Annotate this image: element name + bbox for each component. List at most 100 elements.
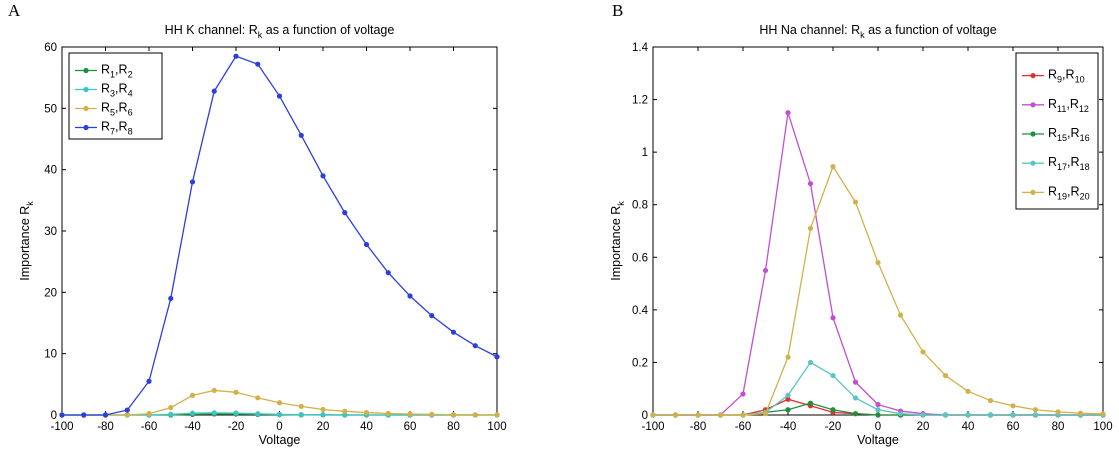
data-point	[785, 392, 791, 398]
data-point	[920, 349, 926, 355]
data-point	[385, 410, 391, 417]
y-tick-label: 20	[44, 287, 57, 299]
panel-label: A	[8, 1, 21, 20]
data-point	[320, 406, 326, 413]
panel-label: B	[612, 1, 623, 20]
data-point	[785, 354, 791, 360]
data-point	[168, 295, 174, 302]
data-point	[875, 412, 881, 418]
data-point	[920, 412, 926, 418]
data-point	[320, 173, 326, 179]
y-tick-label: 40	[44, 165, 57, 177]
x-tick-label: -40	[184, 421, 201, 433]
data-point	[211, 410, 217, 416]
chart-title: HH Na channel: Rk as a function of volta…	[759, 23, 996, 40]
legend-label: R1,R2	[101, 63, 133, 80]
data-point	[407, 293, 413, 299]
data-point	[233, 53, 239, 59]
legend-swatch-marker	[1030, 189, 1036, 195]
data-point	[650, 412, 656, 418]
x-tick-label: 20	[917, 421, 930, 433]
x-axis-label: Voltage	[857, 433, 899, 447]
data-point	[342, 210, 348, 216]
y-tick-label: 0.6	[632, 252, 648, 264]
data-point	[1010, 412, 1016, 418]
x-tick-label: -100	[50, 421, 73, 433]
data-point	[189, 410, 196, 416]
legend-swatch-marker	[1030, 102, 1036, 108]
data-point	[762, 267, 769, 274]
data-point	[807, 225, 814, 231]
data-point	[385, 270, 391, 276]
x-tick-label: 40	[360, 421, 373, 433]
y-tick-label: 0.4	[632, 305, 649, 317]
data-point	[494, 354, 500, 360]
data-point	[146, 378, 152, 384]
chart-title: HH K channel: Rk as a function of voltag…	[165, 23, 395, 40]
data-point	[298, 412, 304, 418]
x-axis-label: Voltage	[259, 433, 301, 447]
data-point	[472, 343, 478, 349]
legend: R9,R10 R11,R12 R15,R16 R17,R18 R19,R20	[1015, 52, 1099, 210]
data-point	[255, 61, 261, 67]
data-point	[762, 411, 769, 417]
legend-swatch-marker	[1030, 131, 1036, 137]
data-point	[298, 403, 304, 410]
data-point	[189, 392, 196, 398]
x-tick-label: 20	[317, 421, 330, 433]
data-point	[897, 411, 904, 417]
legend-label: R5,R6	[101, 101, 133, 118]
x-tick-label: -80	[690, 421, 707, 433]
data-point	[830, 372, 836, 379]
y-tick-label: 0	[51, 410, 57, 422]
x-tick-label: -20	[228, 421, 245, 433]
data-point	[276, 93, 283, 99]
data-point	[450, 412, 457, 418]
data-point	[1010, 403, 1016, 409]
legend-swatch-marker	[83, 105, 89, 112]
y-tick-label: 50	[44, 103, 57, 115]
data-point	[830, 407, 836, 413]
data-point	[342, 408, 348, 414]
data-point	[211, 88, 217, 94]
x-tick-label: 40	[962, 421, 975, 433]
data-point	[146, 411, 152, 417]
series-line	[59, 53, 500, 418]
x-tick-label: -100	[641, 421, 664, 433]
data-point	[740, 412, 746, 418]
y-tick-label: 10	[44, 349, 57, 361]
y-tick-label: 1.2	[632, 95, 648, 107]
data-point	[807, 181, 814, 187]
data-point	[1032, 407, 1039, 413]
y-tick-label: 1.4	[632, 42, 649, 54]
data-point	[255, 411, 261, 417]
data-point	[942, 372, 949, 379]
x-tick-label: 60	[404, 421, 417, 433]
legend-swatch-marker	[1030, 160, 1036, 166]
data-point	[81, 412, 87, 418]
series-path	[653, 361, 1103, 416]
legend-box	[1015, 52, 1099, 210]
data-point	[450, 329, 457, 335]
data-point	[124, 407, 130, 413]
data-point	[298, 132, 304, 138]
x-tick-label: -40	[780, 421, 797, 433]
series-line	[59, 387, 500, 418]
data-point	[320, 412, 326, 418]
data-point	[1100, 411, 1106, 417]
y-tick-label: 60	[44, 42, 57, 54]
x-tick-label: 80	[447, 421, 460, 433]
series-line	[650, 164, 1106, 418]
data-point	[102, 412, 109, 418]
data-point	[740, 391, 746, 397]
data-point	[897, 312, 904, 318]
data-point	[168, 405, 174, 411]
data-point	[807, 359, 814, 366]
data-point	[785, 407, 791, 413]
chart-panel-b: B HH Na channel: Rk as a function of volt…	[609, 1, 1113, 447]
data-point	[987, 412, 994, 418]
data-point	[942, 412, 949, 418]
data-point	[1032, 412, 1039, 418]
data-point	[59, 412, 65, 418]
